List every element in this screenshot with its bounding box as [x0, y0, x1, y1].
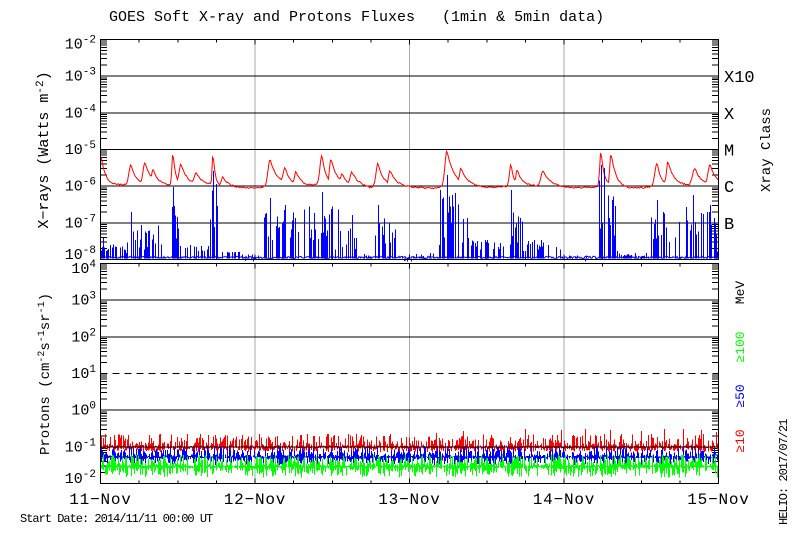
svg-text:C: C — [724, 179, 734, 198]
svg-text:X−rays (Watts m-2): X−rays (Watts m-2) — [35, 71, 53, 228]
svg-text:11−Nov: 11−Nov — [69, 491, 131, 509]
svg-text:B: B — [724, 216, 734, 235]
svg-text:MeV: MeV — [733, 281, 748, 305]
svg-text:Protons (cm-2s-1sr-1): Protons (cm-2s-1sr-1) — [37, 293, 54, 455]
svg-text:Xray Class: Xray Class — [759, 108, 775, 192]
svg-text:GOES Soft X-ray and Protons Fl: GOES Soft X-ray and Protons Fluxes (1min… — [109, 9, 604, 26]
svg-text:HELIO: 2017/07/21: HELIO: 2017/07/21 — [777, 419, 791, 525]
svg-text:Start Date: 2014/11/11 00:00 U: Start Date: 2014/11/11 00:00 UT — [20, 512, 213, 526]
svg-text:15−Nov: 15−Nov — [687, 491, 749, 509]
svg-text:≥100: ≥100 — [733, 331, 748, 362]
svg-text:13−Nov: 13−Nov — [378, 491, 440, 509]
svg-text:M: M — [724, 143, 734, 162]
svg-text:≥10: ≥10 — [733, 429, 748, 452]
svg-text:X10: X10 — [724, 69, 755, 88]
svg-text:≥50: ≥50 — [733, 384, 748, 407]
svg-text:14−Nov: 14−Nov — [533, 491, 595, 509]
svg-text:12−Nov: 12−Nov — [224, 491, 286, 509]
svg-text:X: X — [724, 106, 734, 125]
